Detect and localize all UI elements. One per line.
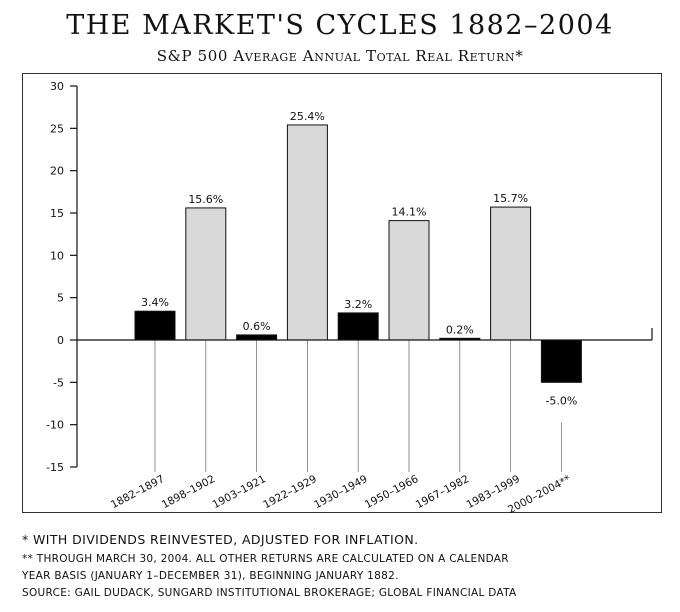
y-tick-label: -5 [53,376,64,389]
data-label: 15.7% [493,192,528,205]
footnote-source: Source: Gail Dudack, SunGard Institution… [22,587,517,599]
y-tick-label: 20 [50,165,64,178]
data-label: 3.2% [344,298,372,311]
y-tick-label: 10 [50,249,64,262]
category-label: 1950–1966 [363,473,421,511]
category-label: 1930–1949 [312,473,369,511]
footnotes: * With dividends reinvested, adjusted fo… [22,532,662,602]
y-tick-label: 30 [50,80,64,93]
data-label: -5.0% [545,394,577,407]
y-tick-label: -10 [46,419,64,432]
bar [490,206,532,341]
chart-title: THE MARKET'S CYCLES 1882–2004 [66,10,614,41]
bar [236,334,278,341]
data-label: 0.6% [243,320,271,333]
category-label: 1903–1921 [211,473,268,511]
y-tick-label: 25 [50,122,64,135]
data-label: 14.1% [392,206,427,219]
bar [388,220,430,341]
data-label: 15.6% [188,193,223,206]
category-label: 1898–1902 [160,473,217,511]
bar [286,124,328,341]
category-label: 1882–1897 [109,473,166,511]
bar [337,312,379,341]
bar [134,310,176,341]
data-label: 3.4% [141,296,169,309]
bar [540,339,582,383]
y-tick-label: 5 [57,292,64,305]
category-label: 1922–1929 [261,473,318,511]
footnote-dividends: * With dividends reinvested, adjusted fo… [22,532,419,547]
category-label: 1967–1982 [414,473,471,511]
data-label: 25.4% [290,110,325,123]
bar-chart: -15 -10 -5 0 5 10 15 20 25 30 3.4% 1882–1897 15.6% 18… [46,80,653,516]
y-tick-label: 15 [50,207,64,220]
data-label: 0.2% [446,323,474,336]
y-tick-label: -15 [46,461,64,474]
footnote-calendar-basis: year basis (January 1–December 31), begi… [22,570,399,582]
footnote-through-date: ** Through March 30, 2004. All other ret… [22,553,509,565]
y-tick-label: 0 [57,334,64,347]
chart-frame [22,73,662,513]
bar [185,207,227,341]
chart-subtitle: S&P 500 Average Annual Total Real Return… [156,47,524,65]
